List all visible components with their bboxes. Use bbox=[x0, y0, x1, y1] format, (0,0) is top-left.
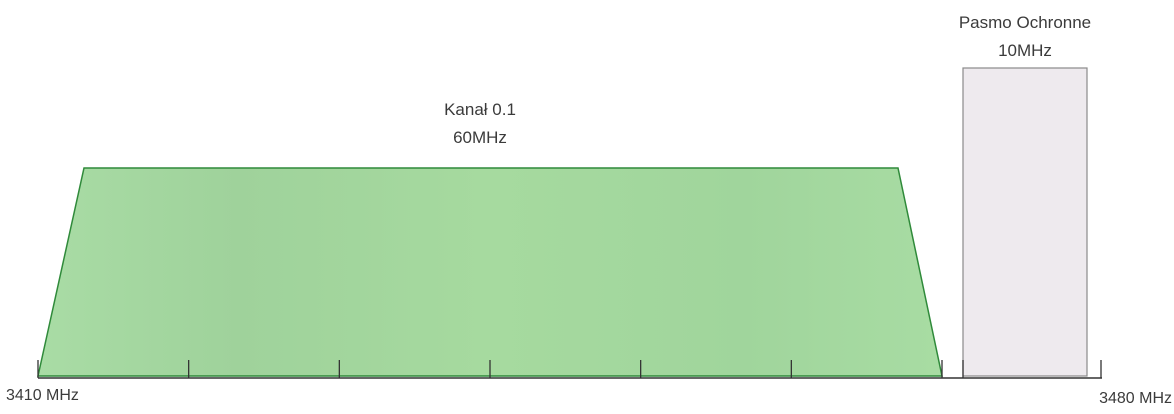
axis-start-label: 3410 MHz bbox=[6, 387, 79, 404]
guard-band-rect bbox=[962, 67, 1088, 377]
guard-band-bandwidth: 10MHz bbox=[998, 41, 1052, 60]
guard-band-name: Pasmo Ochronne bbox=[958, 13, 1092, 32]
channel-name: Kanał 0.1 bbox=[444, 100, 516, 119]
guard-band-label: Pasmo Ochronne 10MHz bbox=[935, 9, 1115, 65]
channel-trapezoid bbox=[37, 167, 943, 377]
channel-label: Kanał 0.1 60MHz bbox=[400, 96, 560, 152]
axis-ticks bbox=[37, 360, 1102, 378]
axis-end-label: 3480 MHz bbox=[1099, 390, 1172, 407]
channel-bandwidth: 60MHz bbox=[453, 128, 507, 147]
